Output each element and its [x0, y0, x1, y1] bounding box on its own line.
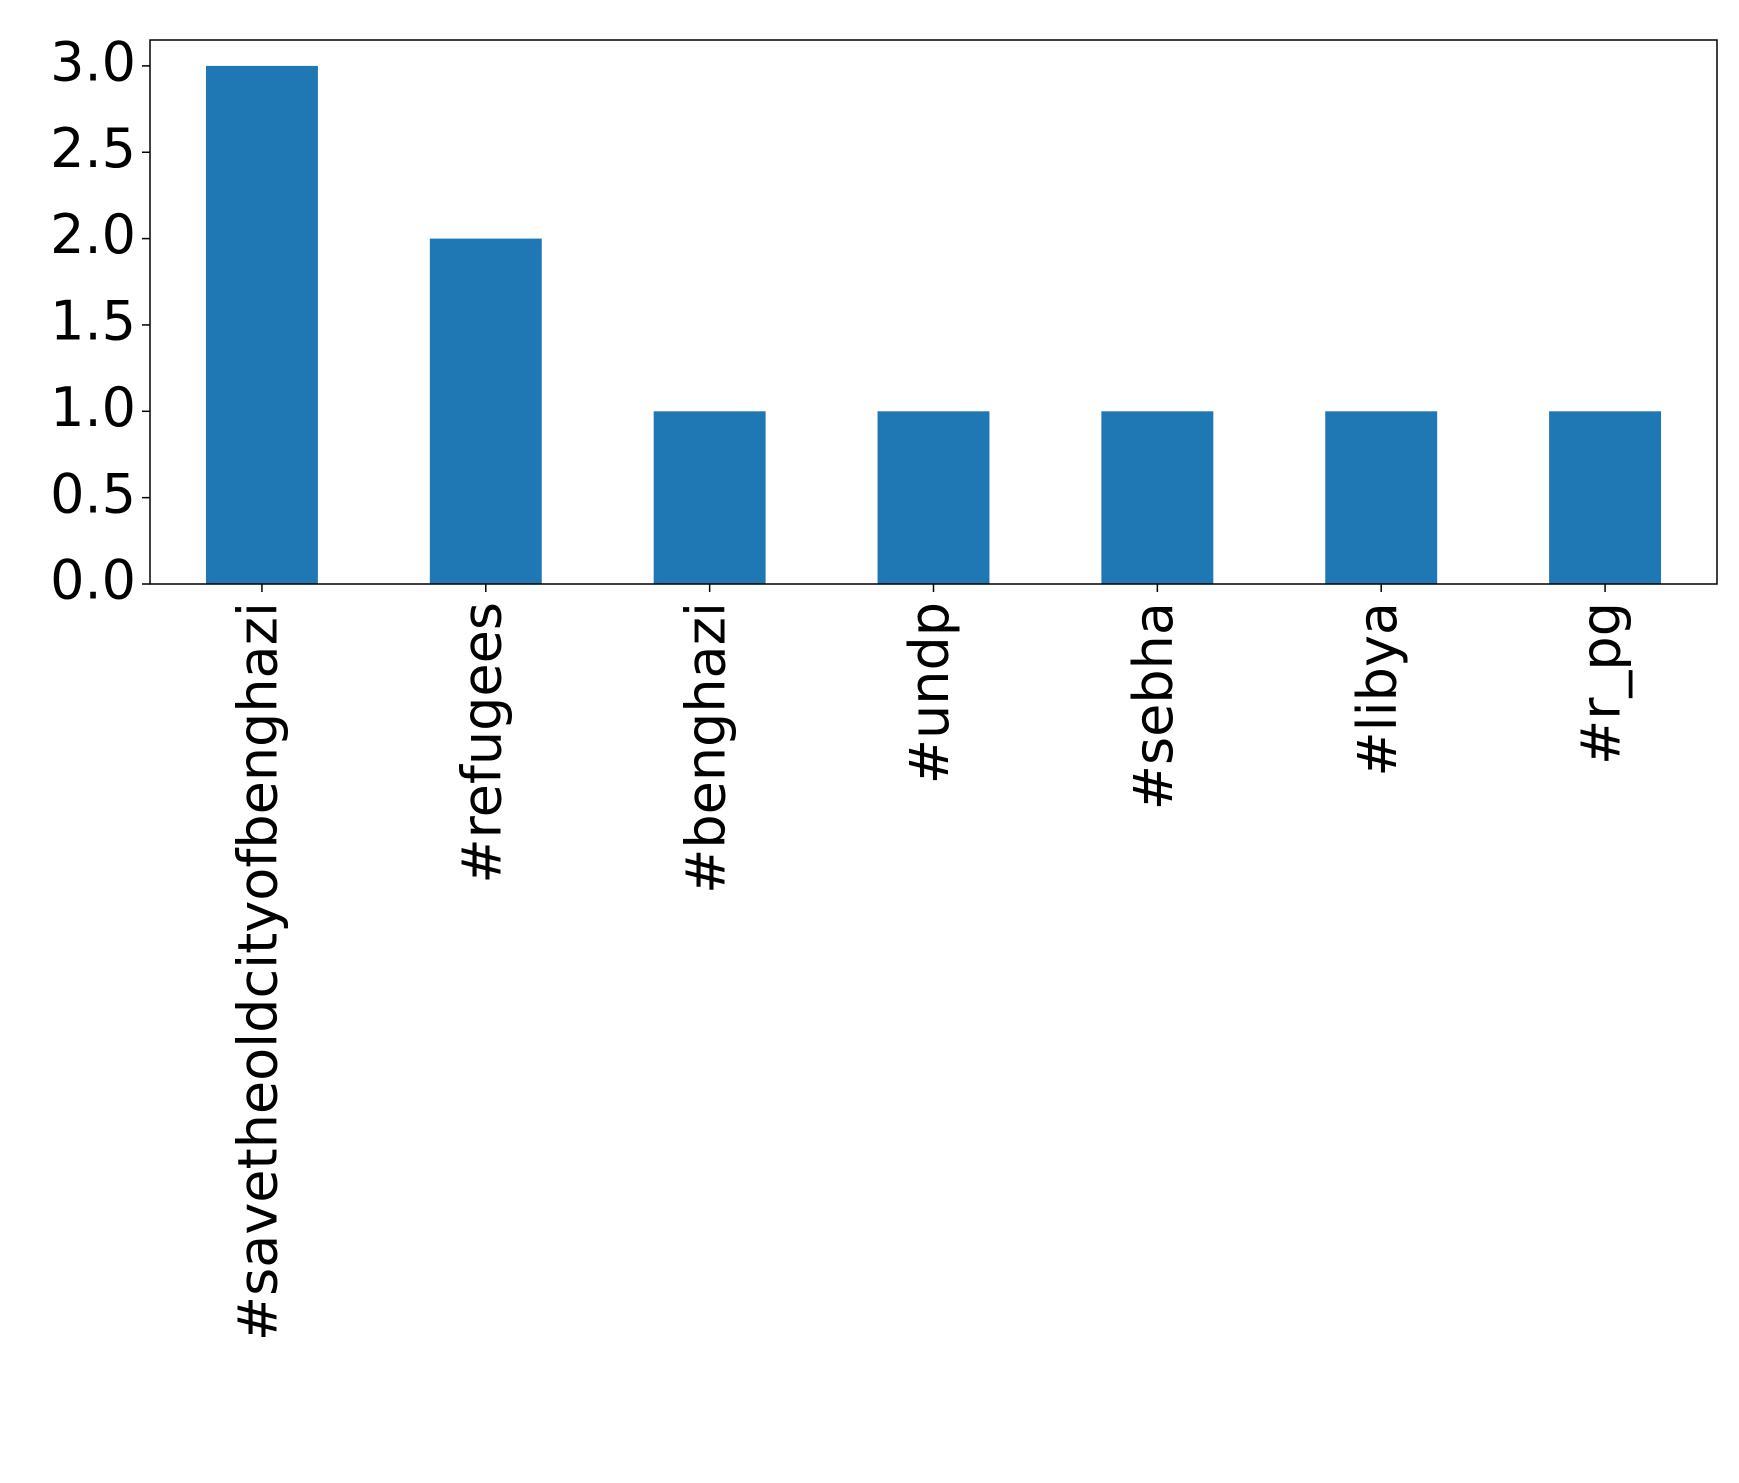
x-tick-label: #sebha	[1122, 602, 1185, 810]
y-tick-label: 0.5	[50, 462, 136, 525]
y-tick-label: 0.0	[50, 549, 136, 612]
bar	[877, 411, 990, 584]
x-tick-label: #r_pg	[1570, 602, 1633, 765]
x-tick-label: #savetheoldcityofbenghazi	[227, 602, 290, 1341]
bar	[1325, 411, 1438, 584]
y-tick-label: 1.5	[50, 290, 136, 353]
bar	[653, 411, 766, 584]
plot-frame	[149, 39, 1718, 585]
y-tick-label: 1.0	[50, 376, 136, 439]
y-tick-label: 2.0	[50, 203, 136, 266]
x-tick-label: #undp	[898, 602, 961, 784]
bar	[429, 238, 542, 584]
x-tick-label: #benghazi	[674, 602, 737, 894]
y-tick-label: 2.5	[50, 117, 136, 180]
bar	[1101, 411, 1214, 584]
y-tick-label: 3.0	[50, 31, 136, 94]
bar	[1549, 411, 1662, 584]
x-tick-label: #libya	[1346, 602, 1409, 777]
bar	[205, 65, 318, 584]
x-tick-label: #refugees	[450, 602, 513, 884]
